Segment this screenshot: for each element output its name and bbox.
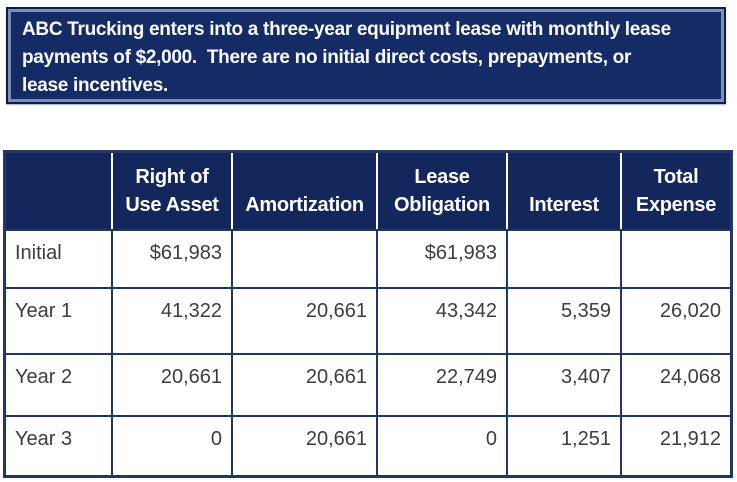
amortization-table-grid: Right of Use Asset Amortization Lease Ob… — [6, 153, 730, 475]
cell-total-expense: 21,912 — [620, 415, 730, 475]
cell-interest: 5,359 — [506, 287, 620, 353]
cell-amortization: 20,661 — [231, 415, 376, 475]
header-row: Right of Use Asset Amortization Lease Ob… — [6, 153, 730, 229]
row-label: Initial — [6, 229, 111, 287]
table-row-initial: Initial $61,983 $61,983 — [6, 229, 730, 287]
cell-lease-obligation: 22,749 — [376, 353, 506, 415]
cell-total-expense: 24,068 — [620, 353, 730, 415]
banner-text-line-1: ABC Trucking enters into a three-year eq… — [22, 19, 671, 40]
cell-amortization — [231, 229, 376, 287]
column-header-lease-obligation: Lease Obligation — [376, 153, 506, 229]
column-header-amortization: Amortization — [231, 153, 376, 229]
cell-rou-asset: 41,322 — [111, 287, 231, 353]
table-row-year-2: Year 2 20,661 20,661 22,749 3,407 24,068 — [6, 353, 730, 415]
cell-total-expense: 26,020 — [620, 287, 730, 353]
row-label: Year 1 — [6, 287, 111, 353]
cell-total-expense — [620, 229, 730, 287]
cell-interest — [506, 229, 620, 287]
cell-lease-obligation: 43,342 — [376, 287, 506, 353]
column-header-right-of-use-asset: Right of Use Asset — [111, 153, 231, 229]
cell-amortization: 20,661 — [231, 287, 376, 353]
row-label: Year 2 — [6, 353, 111, 415]
cell-interest: 3,407 — [506, 353, 620, 415]
column-header-total-expense: Total Expense — [620, 153, 730, 229]
amortization-table: Right of Use Asset Amortization Lease Ob… — [3, 150, 733, 478]
cell-lease-obligation: 0 — [376, 415, 506, 475]
table-row-year-1: Year 1 41,322 20,661 43,342 5,359 26,020 — [6, 287, 730, 353]
table-row-year-3: Year 3 0 20,661 0 1,251 21,912 — [6, 415, 730, 475]
lease-description-banner: ABC Trucking enters into a three-year eq… — [6, 7, 726, 104]
column-header-blank — [6, 153, 111, 229]
banner-text-line-2: payments of $2,000. There are no initial… — [22, 47, 632, 68]
cell-lease-obligation: $61,983 — [376, 229, 506, 287]
row-label: Year 3 — [6, 415, 111, 475]
banner-text-line-3: lease incentives. — [22, 75, 168, 96]
cell-rou-asset: 0 — [111, 415, 231, 475]
cell-rou-asset: $61,983 — [111, 229, 231, 287]
cell-amortization: 20,661 — [231, 353, 376, 415]
cell-interest: 1,251 — [506, 415, 620, 475]
cell-rou-asset: 20,661 — [111, 353, 231, 415]
column-header-interest: Interest — [506, 153, 620, 229]
